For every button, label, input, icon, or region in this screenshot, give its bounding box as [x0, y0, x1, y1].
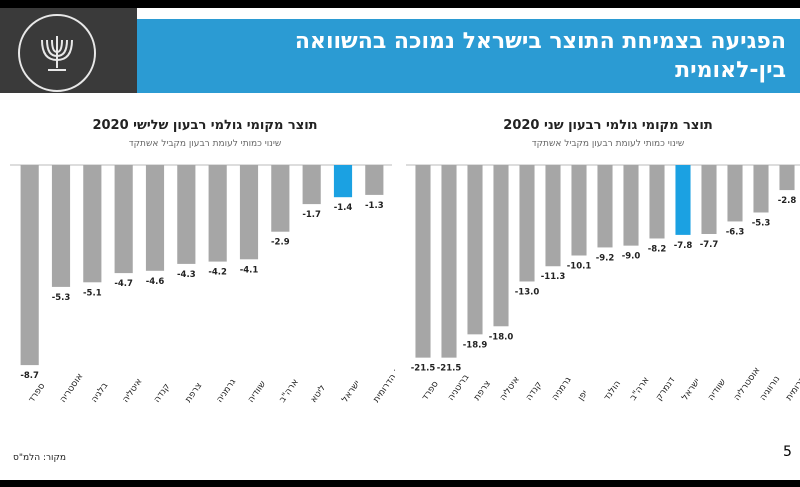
category-label: יפן [576, 389, 590, 403]
title-bar: הפגיעה בצמיחת התוצר בישראל נמוכה בהשוואה… [137, 19, 800, 93]
data-label: -8.2 [648, 244, 667, 254]
slide: הפגיעה בצמיחת התוצר בישראל נמוכה בהשוואה… [0, 8, 800, 480]
bar [83, 165, 102, 283]
category-label: שוודיה [246, 379, 268, 404]
bar [239, 165, 259, 260]
data-label: -1.3 [365, 201, 384, 211]
data-label: -21.5 [411, 364, 436, 374]
bar [441, 165, 457, 358]
data-label: -2.8 [778, 196, 797, 206]
bar [727, 165, 743, 222]
data-label: -8.7 [20, 371, 39, 381]
category-label: ארה"ב [278, 377, 301, 404]
slide-title: הפגיעה בצמיחת התוצר בישראל נמוכה בהשוואה… [294, 29, 786, 83]
bar [302, 165, 321, 205]
data-label: -1.7 [302, 210, 321, 220]
bar [649, 165, 665, 239]
data-label: -10.1 [567, 261, 592, 271]
category-label: הולנד [602, 379, 623, 403]
category-label: בלגיה [90, 381, 111, 405]
data-label: -18.0 [489, 332, 514, 342]
data-label: -18.9 [463, 340, 488, 350]
category-label: שוודיה [706, 377, 728, 402]
category-label: ישראל [680, 377, 702, 403]
chart-q2-2020: תוצר מקומי גולמי רבעון שני 2020 שינוי כמו… [406, 118, 800, 403]
category-label: קוריאה הדרומית [372, 347, 395, 404]
data-label: -11.3 [541, 272, 566, 282]
category-label: ארה"ב [628, 375, 651, 402]
category-label: ליטא [309, 383, 328, 404]
data-label: -4.7 [114, 279, 133, 289]
bar [415, 165, 431, 358]
bar [701, 165, 717, 234]
bar [467, 165, 483, 335]
bar [145, 165, 165, 271]
category-label: דנמרק [654, 376, 677, 403]
category-label: איטליה [498, 375, 522, 403]
bar [753, 165, 769, 213]
bar [271, 165, 290, 232]
data-label: -7.8 [674, 241, 693, 251]
data-label: -7.7 [700, 240, 719, 250]
data-label: -2.9 [271, 238, 290, 248]
bar [208, 165, 227, 262]
bar [597, 165, 613, 248]
bar [519, 165, 535, 282]
bar [545, 165, 561, 267]
category-label: אוסטריה [58, 372, 85, 405]
data-label: -4.2 [208, 268, 227, 278]
category-label: צרפת [184, 381, 205, 405]
data-label: -6.3 [726, 227, 745, 237]
category-label: ישראל [340, 379, 362, 405]
category-label: צרפת [472, 379, 493, 403]
data-label: -21.5 [437, 364, 462, 374]
bar [51, 165, 71, 287]
category-label: קוריאה הדרומית [784, 345, 800, 402]
chart-q3-2020: תוצר מקומי גולמי רבעון שלישי 2020 שינוי כ… [10, 118, 395, 405]
chart-subtitle: שינוי כמותי לעומת רבעון מקביל אשתקד [129, 139, 282, 149]
data-label: -9.0 [622, 252, 641, 262]
category-label: קנדה [152, 382, 172, 405]
menorah-emblem-icon [18, 14, 96, 92]
category-label: ספרד [420, 379, 441, 402]
source-footnote: מקור: הלמ"ס [13, 453, 67, 463]
bar [114, 165, 133, 274]
bar [623, 165, 639, 246]
category-label: ספרד [27, 381, 48, 404]
category-label: איטליה [121, 377, 145, 405]
data-label: -1.4 [334, 203, 353, 213]
category-label: נורווגיה [758, 374, 782, 402]
bar [675, 165, 691, 235]
bar [571, 165, 587, 256]
data-label: -4.3 [177, 270, 196, 280]
data-label: -5.3 [52, 293, 71, 303]
bar [20, 165, 39, 366]
chart-title: תוצר מקומי גולמי רבעון שני 2020 [503, 118, 712, 133]
chart-subtitle: שינוי כמותי לעומת רבעון מקביל אשתקד [532, 139, 685, 149]
bar [779, 165, 795, 191]
category-label: גרמניה [215, 377, 238, 405]
chart-title: תוצר מקומי גולמי רבעון שלישי 2020 [92, 118, 317, 133]
bank-of-israel-logo [0, 8, 137, 93]
data-label: -13.0 [515, 287, 540, 297]
bar [493, 165, 509, 327]
data-label: -5.3 [752, 218, 771, 228]
bar [333, 165, 353, 198]
data-label: -9.2 [596, 253, 615, 263]
category-label: בריטניה [446, 373, 471, 403]
data-label: -4.1 [240, 265, 259, 275]
bar [365, 165, 384, 195]
page-number: 5 [783, 444, 792, 460]
category-label: גרמניה [550, 375, 573, 403]
data-label: -5.1 [83, 288, 102, 298]
data-label: -4.6 [146, 277, 165, 287]
category-label: קנדה [524, 380, 544, 403]
bar [177, 165, 196, 264]
